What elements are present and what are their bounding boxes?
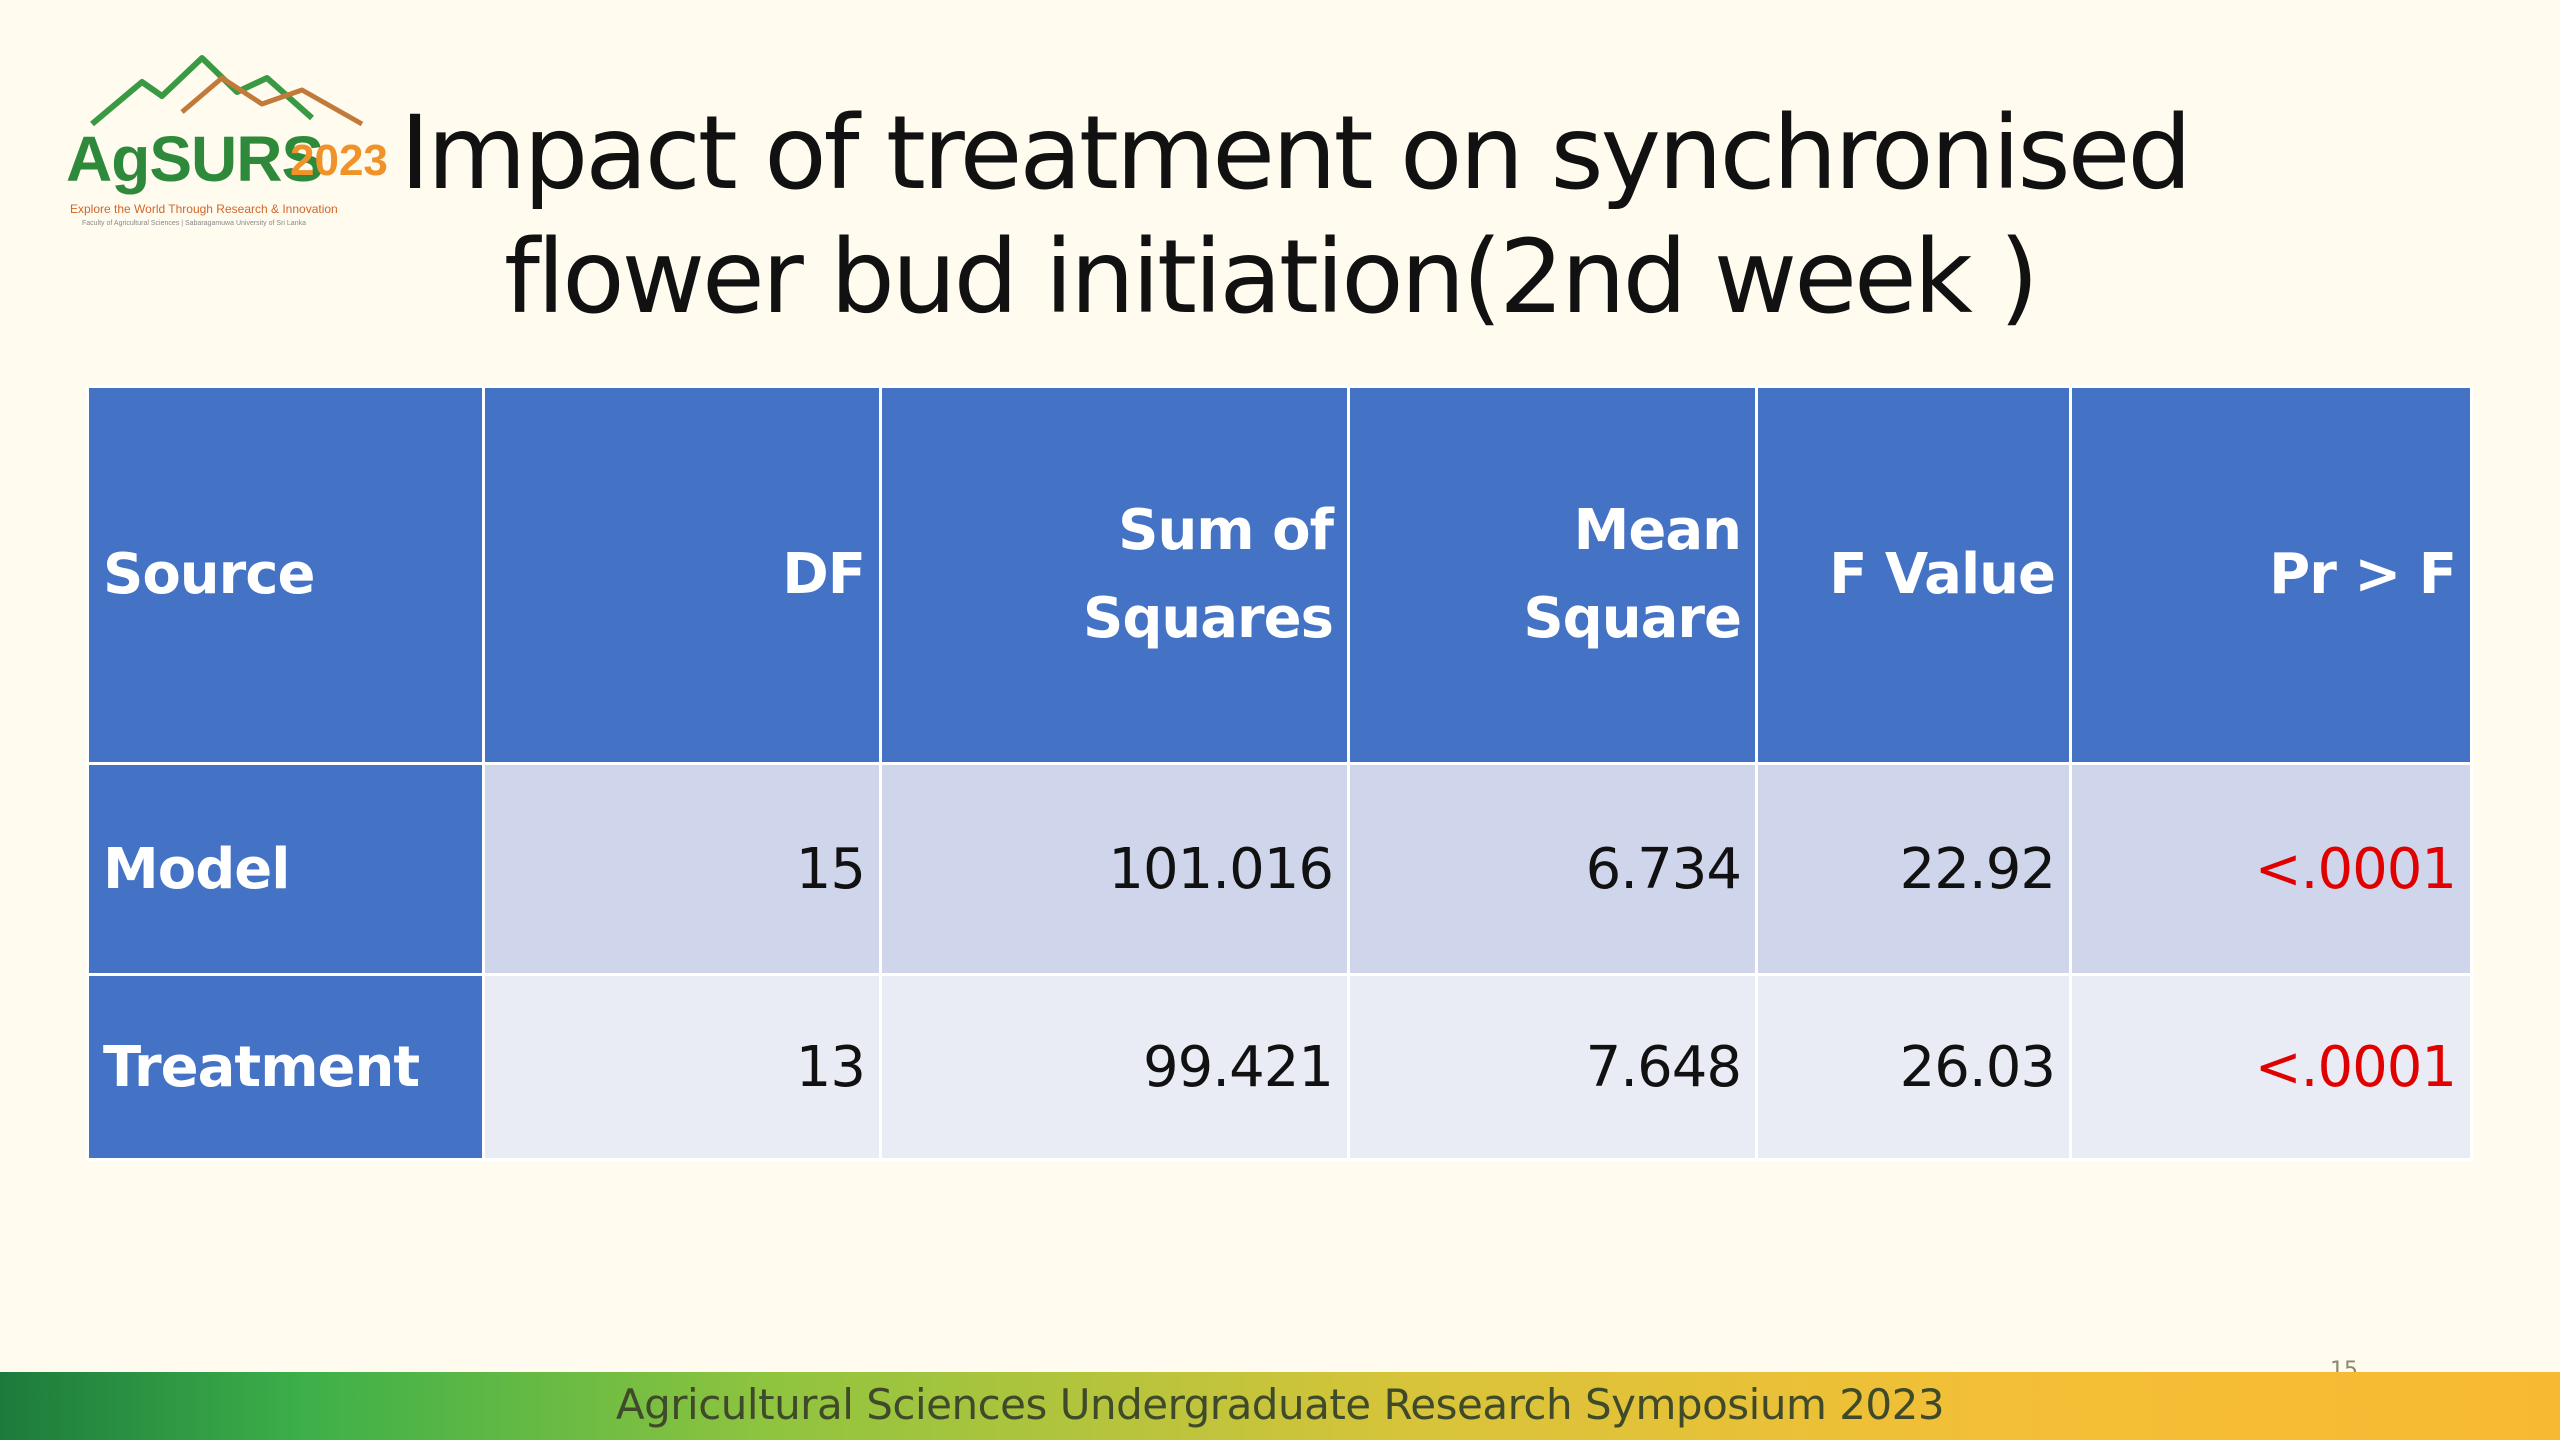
header-f-value: F Value xyxy=(1755,385,2072,765)
logo-subline: Faculty of Agricultural Sciences | Sabar… xyxy=(82,220,306,227)
slide-title-line-1: Impact of treatment on synchronised xyxy=(400,94,2192,213)
row-sum-of-squares: 101.016 xyxy=(879,762,1350,976)
row-f-value: 22.92 xyxy=(1755,762,2072,976)
slide-title: Impact of treatment on synchronised flow… xyxy=(400,92,2192,340)
header-ss-line-2: Squares xyxy=(1082,586,1334,651)
header-ms-line-1: Mean xyxy=(1573,498,1742,563)
logo-name: AgSURS xyxy=(66,123,324,195)
row-p-value: <.0001 xyxy=(2069,973,2473,1161)
anova-table: Source DF Sum of Squares Mean Square F V… xyxy=(86,385,2473,1161)
row-p-value: <.0001 xyxy=(2069,762,2473,976)
row-sum-of-squares: 99.421 xyxy=(879,973,1350,1161)
header-p-value: Pr > F xyxy=(2069,385,2473,765)
logo-tagline: Explore the World Through Research & Inn… xyxy=(70,202,338,216)
table-row: Treatment 13 99.421 7.648 26.03 <.0001 xyxy=(86,973,2473,1161)
row-source: Model xyxy=(86,762,485,976)
row-df: 13 xyxy=(482,973,882,1161)
header-df: DF xyxy=(482,385,882,765)
row-mean-square: 6.734 xyxy=(1347,762,1758,976)
logo-year: 2023 xyxy=(290,136,388,185)
header-mean-square: Mean Square xyxy=(1347,385,1758,765)
header-ms-line-2: Square xyxy=(1523,586,1742,651)
footer-banner: Agricultural Sciences Undergraduate Rese… xyxy=(0,1372,2560,1440)
table-header-row: Source DF Sum of Squares Mean Square F V… xyxy=(86,385,2473,765)
agsurs-logo: AgSURS 2023 Explore the World Through Re… xyxy=(62,52,432,237)
slide-title-line-2: flower bud initiation(2nd week ) xyxy=(503,218,2039,337)
mountain-icon xyxy=(90,55,364,127)
table-row: Model 15 101.016 6.734 22.92 <.0001 xyxy=(86,762,2473,976)
header-ss-line-1: Sum of xyxy=(1118,498,1334,563)
row-df: 15 xyxy=(482,762,882,976)
row-f-value: 26.03 xyxy=(1755,973,2072,1161)
footer-text: Agricultural Sciences Undergraduate Rese… xyxy=(615,1380,1945,1429)
header-source: Source xyxy=(86,385,485,765)
row-source: Treatment xyxy=(86,973,485,1161)
header-sum-of-squares: Sum of Squares xyxy=(879,385,1350,765)
row-mean-square: 7.648 xyxy=(1347,973,1758,1161)
